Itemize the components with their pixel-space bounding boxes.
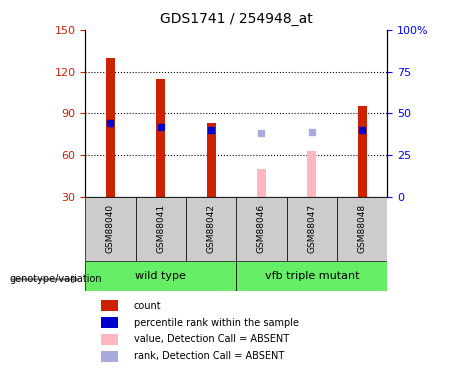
Text: GSM88040: GSM88040 — [106, 204, 115, 254]
Text: wild type: wild type — [136, 271, 186, 280]
Text: GSM88047: GSM88047 — [307, 204, 316, 254]
Text: genotype/variation: genotype/variation — [9, 274, 102, 284]
Text: percentile rank within the sample: percentile rank within the sample — [134, 318, 299, 327]
Text: vfb triple mutant: vfb triple mutant — [265, 271, 359, 280]
Bar — [207, 123, 216, 197]
FancyBboxPatch shape — [85, 261, 236, 291]
Text: value, Detection Call = ABSENT: value, Detection Call = ABSENT — [134, 334, 289, 344]
FancyBboxPatch shape — [186, 197, 236, 261]
Text: GSM88046: GSM88046 — [257, 204, 266, 254]
Text: rank, Detection Call = ABSENT: rank, Detection Call = ABSENT — [134, 351, 284, 361]
FancyBboxPatch shape — [85, 197, 136, 261]
Title: GDS1741 / 254948_at: GDS1741 / 254948_at — [160, 12, 313, 26]
Text: GSM88042: GSM88042 — [207, 204, 216, 253]
Bar — [106, 58, 115, 197]
Bar — [156, 79, 165, 197]
Bar — [257, 169, 266, 197]
FancyBboxPatch shape — [136, 197, 186, 261]
Text: count: count — [134, 301, 161, 310]
Text: GSM88041: GSM88041 — [156, 204, 165, 254]
FancyBboxPatch shape — [236, 261, 387, 291]
Text: GSM88048: GSM88048 — [358, 204, 366, 254]
FancyBboxPatch shape — [337, 197, 387, 261]
Bar — [307, 151, 316, 197]
FancyBboxPatch shape — [236, 197, 287, 261]
FancyBboxPatch shape — [287, 197, 337, 261]
Bar — [358, 106, 366, 197]
